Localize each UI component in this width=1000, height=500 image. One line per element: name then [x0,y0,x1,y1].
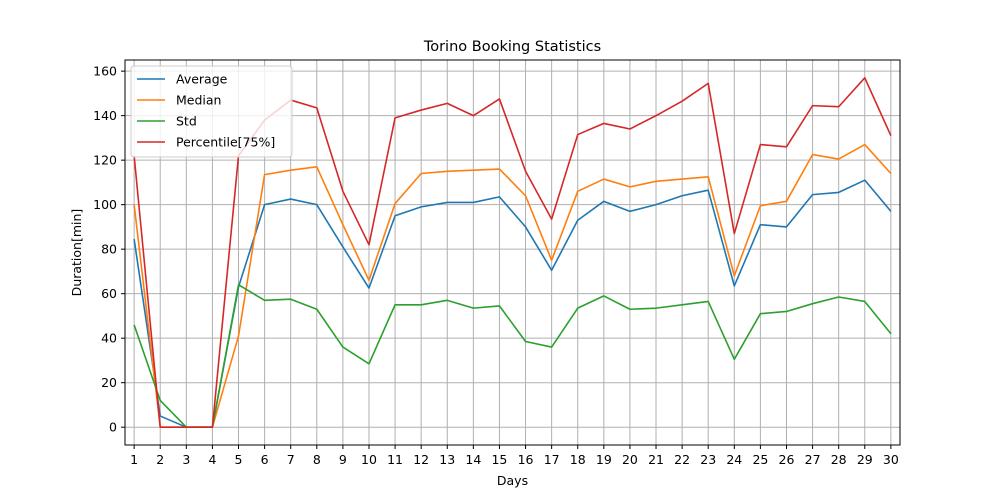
x-tick-label: 16 [518,452,534,467]
x-tick-label: 24 [726,452,742,467]
x-tick-label: 20 [622,452,638,467]
x-tick-label: 15 [491,452,507,467]
legend-label-average: Average [176,72,228,87]
x-tick-label: 21 [648,452,664,467]
x-tick-label: 3 [182,452,190,467]
series-line-std [133,283,892,429]
axis-ticks: 1 2 3 4 5 6 7 8 9 10 11 12 13 14 15 16 17 18 19 20 21 22 23 24 2… [93,64,899,467]
x-tick-label: 27 [805,452,821,467]
series-line-median [133,143,892,429]
y-axis-label: Duration[min] [69,209,84,297]
y-tick-label: 0 [109,420,117,435]
legend-label-median: Median [176,93,221,108]
x-tick-label: 9 [339,452,347,467]
legend-box [130,65,293,158]
y-tick-label: 100 [93,197,117,212]
x-tick-label: 12 [413,452,429,467]
x-tick-label: 14 [465,452,481,467]
x-axis-label: Days [497,473,528,488]
x-tick-label: 13 [439,452,455,467]
y-tick-label: 20 [101,375,117,390]
x-tick-label: 18 [570,452,586,467]
x-tick-label: 10 [361,452,377,467]
legend-label-std: Std [176,114,197,129]
x-tick-label: 29 [857,452,873,467]
y-tick-label: 40 [101,331,117,346]
x-tick-label: 1 [130,452,138,467]
y-tick-label: 160 [93,64,117,79]
x-tick-label: 30 [883,452,899,467]
y-tick-label: 60 [101,286,117,301]
x-tick-label: 23 [700,452,716,467]
y-tick-label: 140 [93,108,117,123]
x-tick-label: 17 [544,452,560,467]
x-tick-label: 8 [313,452,321,467]
plot-frame [124,59,901,446]
x-tick-label: 6 [261,452,269,467]
y-tick-label: 80 [101,242,117,257]
x-tick-label: 4 [208,452,216,467]
legend: Average Median Std Percentile[75%] [130,65,293,158]
x-tick-label: 2 [156,452,164,467]
x-tick-label: 25 [752,452,768,467]
x-tick-label: 5 [235,452,243,467]
y-tick-label: 120 [93,153,117,168]
legend-label-percentile-75: Percentile[75%] [176,135,275,150]
series-line-average [133,179,892,429]
x-tick-label: 22 [674,452,690,467]
x-tick-label: 11 [387,452,403,467]
x-tick-label: 26 [779,452,795,467]
x-tick-label: 7 [287,452,295,467]
x-tick-label: 28 [831,452,847,467]
chart-title: Torino Booking Statistics [423,39,601,55]
x-tick-label: 19 [596,452,612,467]
